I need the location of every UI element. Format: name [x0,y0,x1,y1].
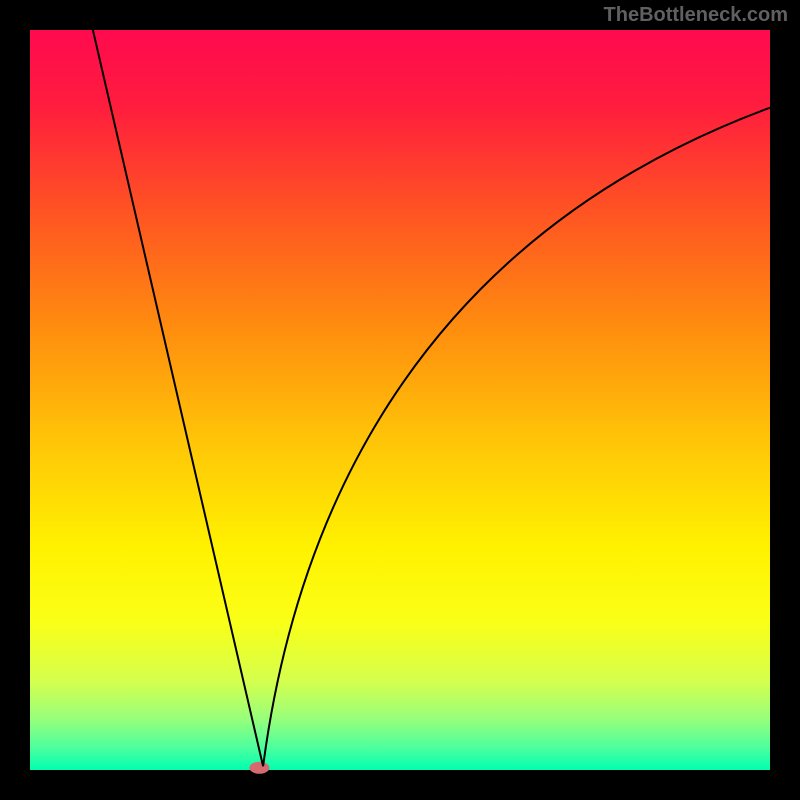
chart-container: { "attribution": { "text": "TheBottlenec… [0,0,800,800]
cusp-marker [249,762,269,774]
plot-background [30,30,770,770]
attribution-text: TheBottleneck.com [604,4,788,27]
bottleneck-chart [0,0,800,800]
